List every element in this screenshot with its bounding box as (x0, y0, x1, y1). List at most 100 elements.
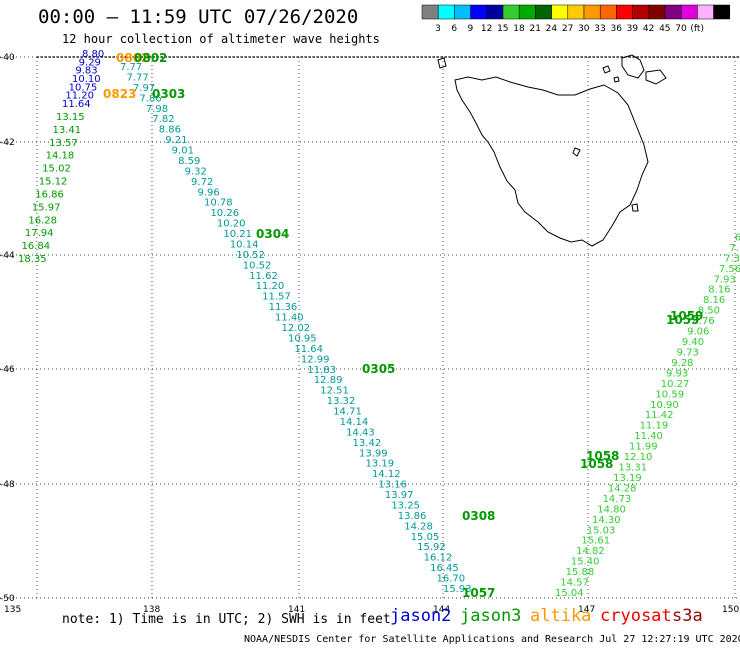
lat-label: -44 (0, 251, 15, 261)
wave-height-reading: 17.94 (25, 228, 54, 239)
wave-height-reading: 8.16 (703, 295, 725, 306)
wave-height-reading: 16.86 (35, 189, 64, 200)
wave-height-reading: 10.20 (217, 219, 246, 230)
islet-1 (602, 65, 611, 74)
wave-height-reading: 8.80 (82, 49, 104, 60)
colorbar: 3 6 9 12 15 18 21 24 27 30 33 36 39 42 45 70 (ft) (421, 4, 731, 34)
colorbar-label: 3 (435, 24, 441, 34)
colorbar-swatch (437, 4, 455, 20)
colorbar-label: 18 (513, 24, 525, 34)
wave-height-reading: 18.35 (18, 254, 47, 265)
wave-height-reading: 14.57 (560, 578, 589, 589)
wave-height-reading: 15.93 (443, 584, 472, 595)
pass-time-label: 0823 (103, 87, 136, 101)
pass-time-label: 0308 (462, 509, 495, 523)
islet-2 (613, 76, 620, 83)
wave-height-reading: 13.15 (56, 112, 85, 123)
colorbar-swatch (616, 4, 633, 20)
colorbar-swatch (599, 4, 617, 20)
colorbar-swatch (454, 4, 471, 20)
wave-height-reading: 15.40 (571, 557, 600, 568)
wave-height-reading: 9.72 (191, 177, 213, 188)
wave-height-reading: 13.19 (365, 459, 394, 470)
legend-jason2: jason2 (390, 606, 452, 626)
wave-height-reading: 10.95 (288, 333, 317, 344)
wave-height-reading: 11.62 (249, 271, 278, 282)
wave-height-reading: 10.21 (223, 229, 252, 240)
colorbar-label: 70 (675, 24, 687, 34)
lon-label: 135 (4, 605, 21, 615)
cape-barren-island (645, 69, 667, 85)
wave-height-reading: 9.28 (671, 358, 693, 369)
wave-height-reading: 11.83 (307, 365, 336, 376)
colorbar-swatch (551, 4, 569, 20)
wave-height-reading: 15.12 (39, 177, 68, 188)
wave-height-reading: 11.40 (275, 313, 304, 324)
wave-height-reading: 16.12 (424, 553, 453, 564)
wave-height-reading: 9.32 (185, 166, 207, 177)
wave-height-reading: 13.42 (353, 438, 382, 449)
wave-height-reading: 13.99 (359, 448, 388, 459)
colorbar-label: 24 (546, 24, 558, 34)
wave-height-reading: 14.28 (404, 521, 433, 532)
wave-height-reading: 12.99 (301, 354, 330, 365)
colorbar-swatch (713, 4, 731, 20)
wave-height-reading: 16.70 (437, 574, 466, 585)
pass-time-label: 1057 (462, 586, 495, 600)
wave-height-reading: 15.05 (411, 532, 440, 543)
colorbar-label: 30 (578, 24, 590, 34)
wave-height-reading: 13.57 (49, 138, 78, 149)
colorbar-label: 9 (468, 24, 474, 34)
lon-label: 138 (143, 605, 160, 615)
wave-height-reading: 11.99 (629, 442, 658, 453)
wave-height-reading: 9.93 (666, 368, 688, 379)
lon-label: 144 (433, 605, 450, 615)
colorbar-swatch (648, 4, 666, 20)
wave-height-reading: 11.64 (294, 344, 323, 355)
wave-height-reading: 8.76 (692, 316, 714, 327)
wave-height-reading: 13.19 (613, 473, 642, 484)
colorbar-swatch (664, 4, 682, 20)
colorbar-label: 45 (659, 24, 670, 34)
map-title: 00:00 – 11:59 UTC 07/26/2020 (38, 6, 359, 28)
wave-height-reading: 16.28 (28, 215, 57, 226)
islet-4 (631, 203, 639, 212)
colorbar-swatch (421, 4, 439, 20)
wave-height-reading: 11.40 (634, 431, 663, 442)
wave-height-reading: 12.10 (624, 452, 653, 463)
colorbar-swatch (567, 4, 585, 20)
pass-time-label: 1059 (666, 313, 699, 327)
wave-height-reading: 9.83 (75, 66, 97, 77)
wave-height-reading: 11.20 (256, 281, 285, 292)
colorbar-label: 27 (562, 24, 573, 34)
wave-height-reading: 10.90 (650, 400, 679, 411)
wave-height-reading: 12.02 (282, 323, 311, 334)
wave-height-reading: 15.97 (32, 202, 61, 213)
colorbar-swatch (632, 4, 650, 20)
wave-height-reading: 11.42 (645, 410, 674, 421)
wave-height-reading: 10.75 (69, 82, 98, 93)
lat-label: -42 (0, 138, 15, 148)
wave-height-reading: 14.82 (576, 546, 605, 557)
wave-height-reading: 7.31 (724, 253, 740, 264)
wave-height-reading: 15.02 (42, 164, 71, 175)
tasmania-outline (454, 76, 649, 247)
colorbar-label: 21 (529, 24, 540, 34)
pass-time-label: 0305 (362, 362, 395, 376)
wave-height-reading: 15.03 (587, 525, 616, 536)
pass-time-label: 1059 (670, 309, 703, 323)
king-island (437, 57, 447, 69)
wave-height-reading: 10.14 (230, 239, 259, 250)
wave-height-reading: 12.89 (314, 375, 343, 386)
wave-height-reading: 14.12 (372, 469, 401, 480)
colorbar-label: 15 (497, 24, 508, 34)
wave-height-reading: 7.12 (729, 243, 740, 254)
tasmania-coastline (437, 54, 667, 247)
wave-height-reading: 9.21 (165, 135, 187, 146)
colorbar-swatch (502, 4, 520, 20)
lat-label: -40 (0, 53, 15, 63)
wave-height-reading: 9.73 (677, 347, 699, 358)
wave-height-reading: 13.25 (391, 500, 420, 511)
